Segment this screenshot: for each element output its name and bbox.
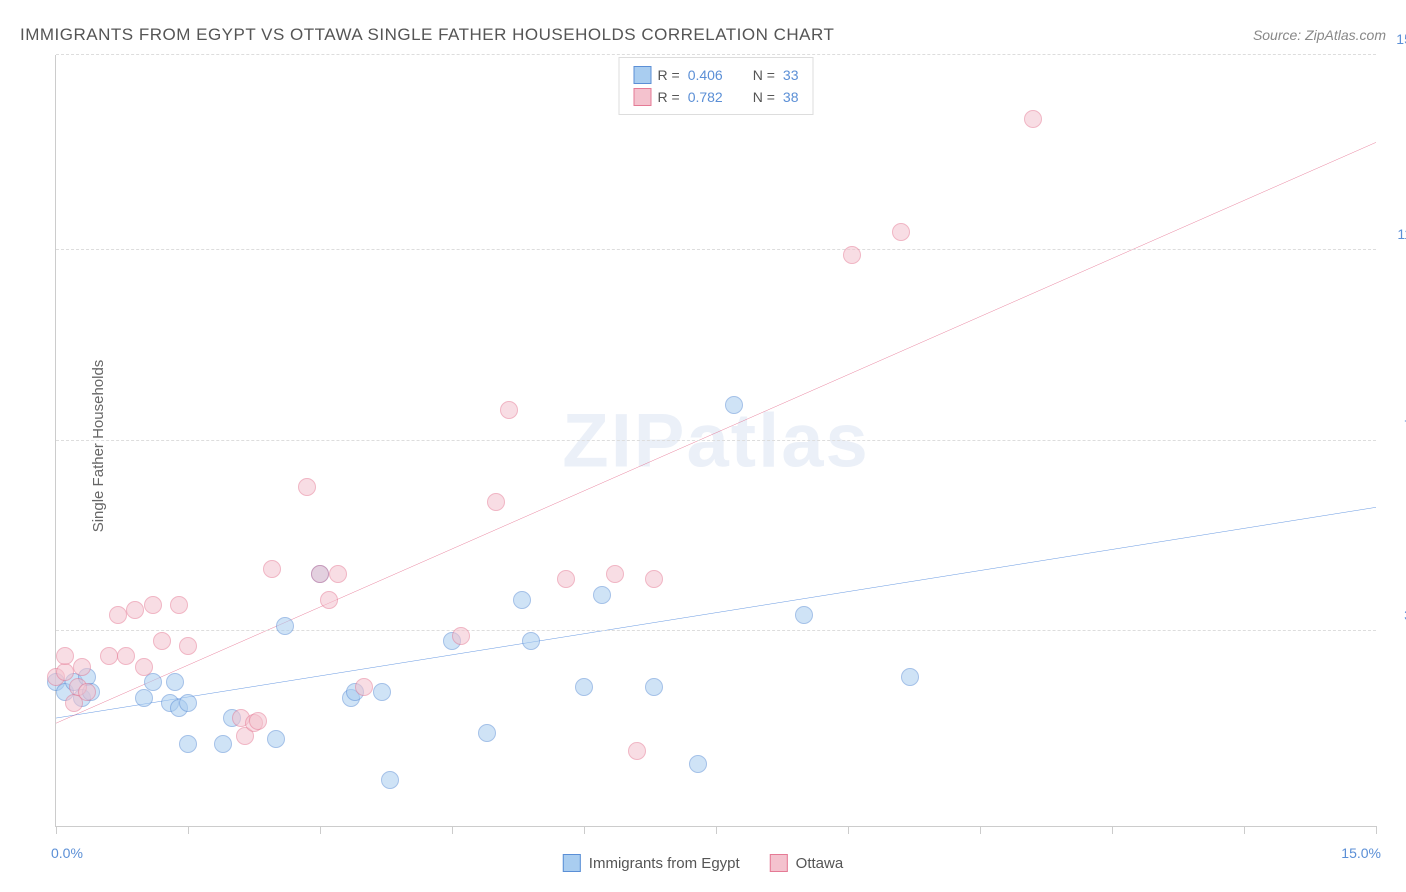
series-legend-item: Ottawa xyxy=(770,854,844,872)
scatter-point xyxy=(329,565,347,583)
legend-n-value: 33 xyxy=(783,67,799,83)
x-tick xyxy=(1244,826,1245,834)
correlation-legend-row: R = 0.782 N = 38 xyxy=(634,86,799,108)
x-tick xyxy=(1376,826,1377,834)
legend-r-label: R = xyxy=(658,89,680,105)
x-tick xyxy=(452,826,453,834)
legend-n-value: 38 xyxy=(783,89,799,105)
scatter-point xyxy=(645,570,663,588)
scatter-point xyxy=(557,570,575,588)
correlation-legend: R = 0.406 N = 33 R = 0.782 N = 38 xyxy=(619,57,814,115)
scatter-point xyxy=(170,596,188,614)
series-legend: Immigrants from Egypt Ottawa xyxy=(563,854,843,872)
x-tick xyxy=(716,826,717,834)
source-label: Source: ZipAtlas.com xyxy=(1253,27,1386,43)
scatter-point xyxy=(100,647,118,665)
y-tick-label: 15.0% xyxy=(1381,31,1406,47)
scatter-point xyxy=(179,735,197,753)
scatter-point xyxy=(725,396,743,414)
scatter-point xyxy=(355,678,373,696)
scatter-point xyxy=(500,401,518,419)
x-axis-max-label: 15.0% xyxy=(1341,845,1381,861)
regression-line xyxy=(56,507,1376,718)
scatter-point xyxy=(575,678,593,696)
watermark-text: ZIPatlas xyxy=(562,397,869,484)
scatter-point xyxy=(56,663,74,681)
chart-title: IMMIGRANTS FROM EGYPT VS OTTAWA SINGLE F… xyxy=(20,25,834,45)
gridline xyxy=(56,249,1376,250)
series-legend-label: Ottawa xyxy=(796,855,844,872)
scatter-point xyxy=(645,678,663,696)
scatter-point xyxy=(513,591,531,609)
scatter-point xyxy=(153,632,171,650)
legend-n-label: N = xyxy=(753,89,775,105)
x-axis-min-label: 0.0% xyxy=(51,845,83,861)
scatter-point xyxy=(144,673,162,691)
legend-r-value: 0.782 xyxy=(688,89,723,105)
legend-swatch xyxy=(770,854,788,872)
scatter-point xyxy=(452,627,470,645)
x-tick xyxy=(584,826,585,834)
scatter-point xyxy=(892,223,910,241)
legend-swatch xyxy=(563,854,581,872)
scatter-point xyxy=(117,647,135,665)
scatter-point xyxy=(214,735,232,753)
scatter-point xyxy=(487,493,505,511)
regression-lines-svg xyxy=(56,55,1376,826)
y-tick-label: 3.8% xyxy=(1381,607,1406,623)
scatter-point xyxy=(56,647,74,665)
y-tick-label: 7.5% xyxy=(1381,417,1406,433)
legend-swatch xyxy=(634,66,652,84)
y-tick-label: 11.2% xyxy=(1381,226,1406,242)
scatter-point xyxy=(144,596,162,614)
scatter-point xyxy=(249,712,267,730)
scatter-point xyxy=(135,658,153,676)
x-tick xyxy=(848,826,849,834)
scatter-point xyxy=(109,606,127,624)
series-legend-item: Immigrants from Egypt xyxy=(563,854,740,872)
legend-swatch xyxy=(634,88,652,106)
scatter-point xyxy=(381,771,399,789)
scatter-point xyxy=(843,246,861,264)
x-tick xyxy=(1112,826,1113,834)
scatter-point xyxy=(1024,110,1042,128)
scatter-point xyxy=(522,632,540,650)
correlation-legend-row: R = 0.406 N = 33 xyxy=(634,64,799,86)
scatter-point xyxy=(320,591,338,609)
scatter-point xyxy=(311,565,329,583)
scatter-point xyxy=(267,730,285,748)
scatter-point xyxy=(126,601,144,619)
x-tick xyxy=(56,826,57,834)
scatter-point xyxy=(628,742,646,760)
scatter-point xyxy=(901,668,919,686)
scatter-point xyxy=(593,586,611,604)
scatter-point xyxy=(166,673,184,691)
scatter-point xyxy=(795,606,813,624)
series-legend-label: Immigrants from Egypt xyxy=(589,855,740,872)
scatter-point xyxy=(179,637,197,655)
x-tick xyxy=(320,826,321,834)
gridline xyxy=(56,440,1376,441)
scatter-point xyxy=(606,565,624,583)
regression-line xyxy=(56,142,1376,723)
scatter-point xyxy=(179,694,197,712)
scatter-point xyxy=(298,478,316,496)
legend-r-value: 0.406 xyxy=(688,67,723,83)
scatter-point xyxy=(78,683,96,701)
scatter-point xyxy=(73,658,91,676)
scatter-point xyxy=(263,560,281,578)
scatter-point xyxy=(373,683,391,701)
gridline xyxy=(56,630,1376,631)
scatter-point xyxy=(689,755,707,773)
gridline xyxy=(56,54,1376,55)
scatter-point xyxy=(135,689,153,707)
scatter-point xyxy=(276,617,294,635)
scatter-point xyxy=(478,724,496,742)
chart-plot-area: ZIPatlas R =0.406N =33R =0.782N =38 0.0%… xyxy=(55,55,1376,827)
chart-header: IMMIGRANTS FROM EGYPT VS OTTAWA SINGLE F… xyxy=(20,20,1386,50)
x-tick xyxy=(980,826,981,834)
x-tick xyxy=(188,826,189,834)
legend-n-label: N = xyxy=(753,67,775,83)
legend-r-label: R = xyxy=(658,67,680,83)
